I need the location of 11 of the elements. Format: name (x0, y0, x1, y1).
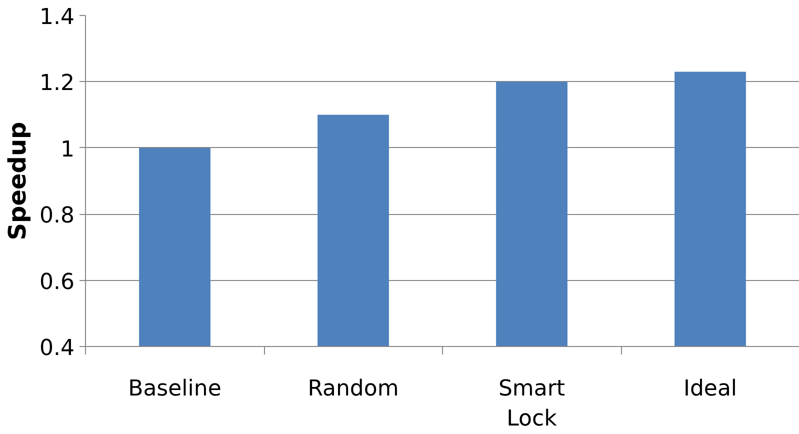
x-tick-label: Baseline (128, 376, 222, 402)
y-tick-label: 1.4 (40, 5, 75, 30)
y-tick-label: 1.2 (40, 71, 75, 96)
x-tick-label: Smart Lock (498, 376, 566, 432)
y-axis-title: Speedup (4, 122, 32, 240)
x-tick-label: Random (308, 376, 399, 402)
y-tick-label: 0.8 (40, 204, 75, 229)
y-tick-label: 1 (60, 137, 75, 162)
y-tick-label: 0.4 (40, 336, 75, 361)
y-tick-label: 0.6 (40, 270, 75, 295)
x-tick-label: Ideal (683, 376, 738, 402)
